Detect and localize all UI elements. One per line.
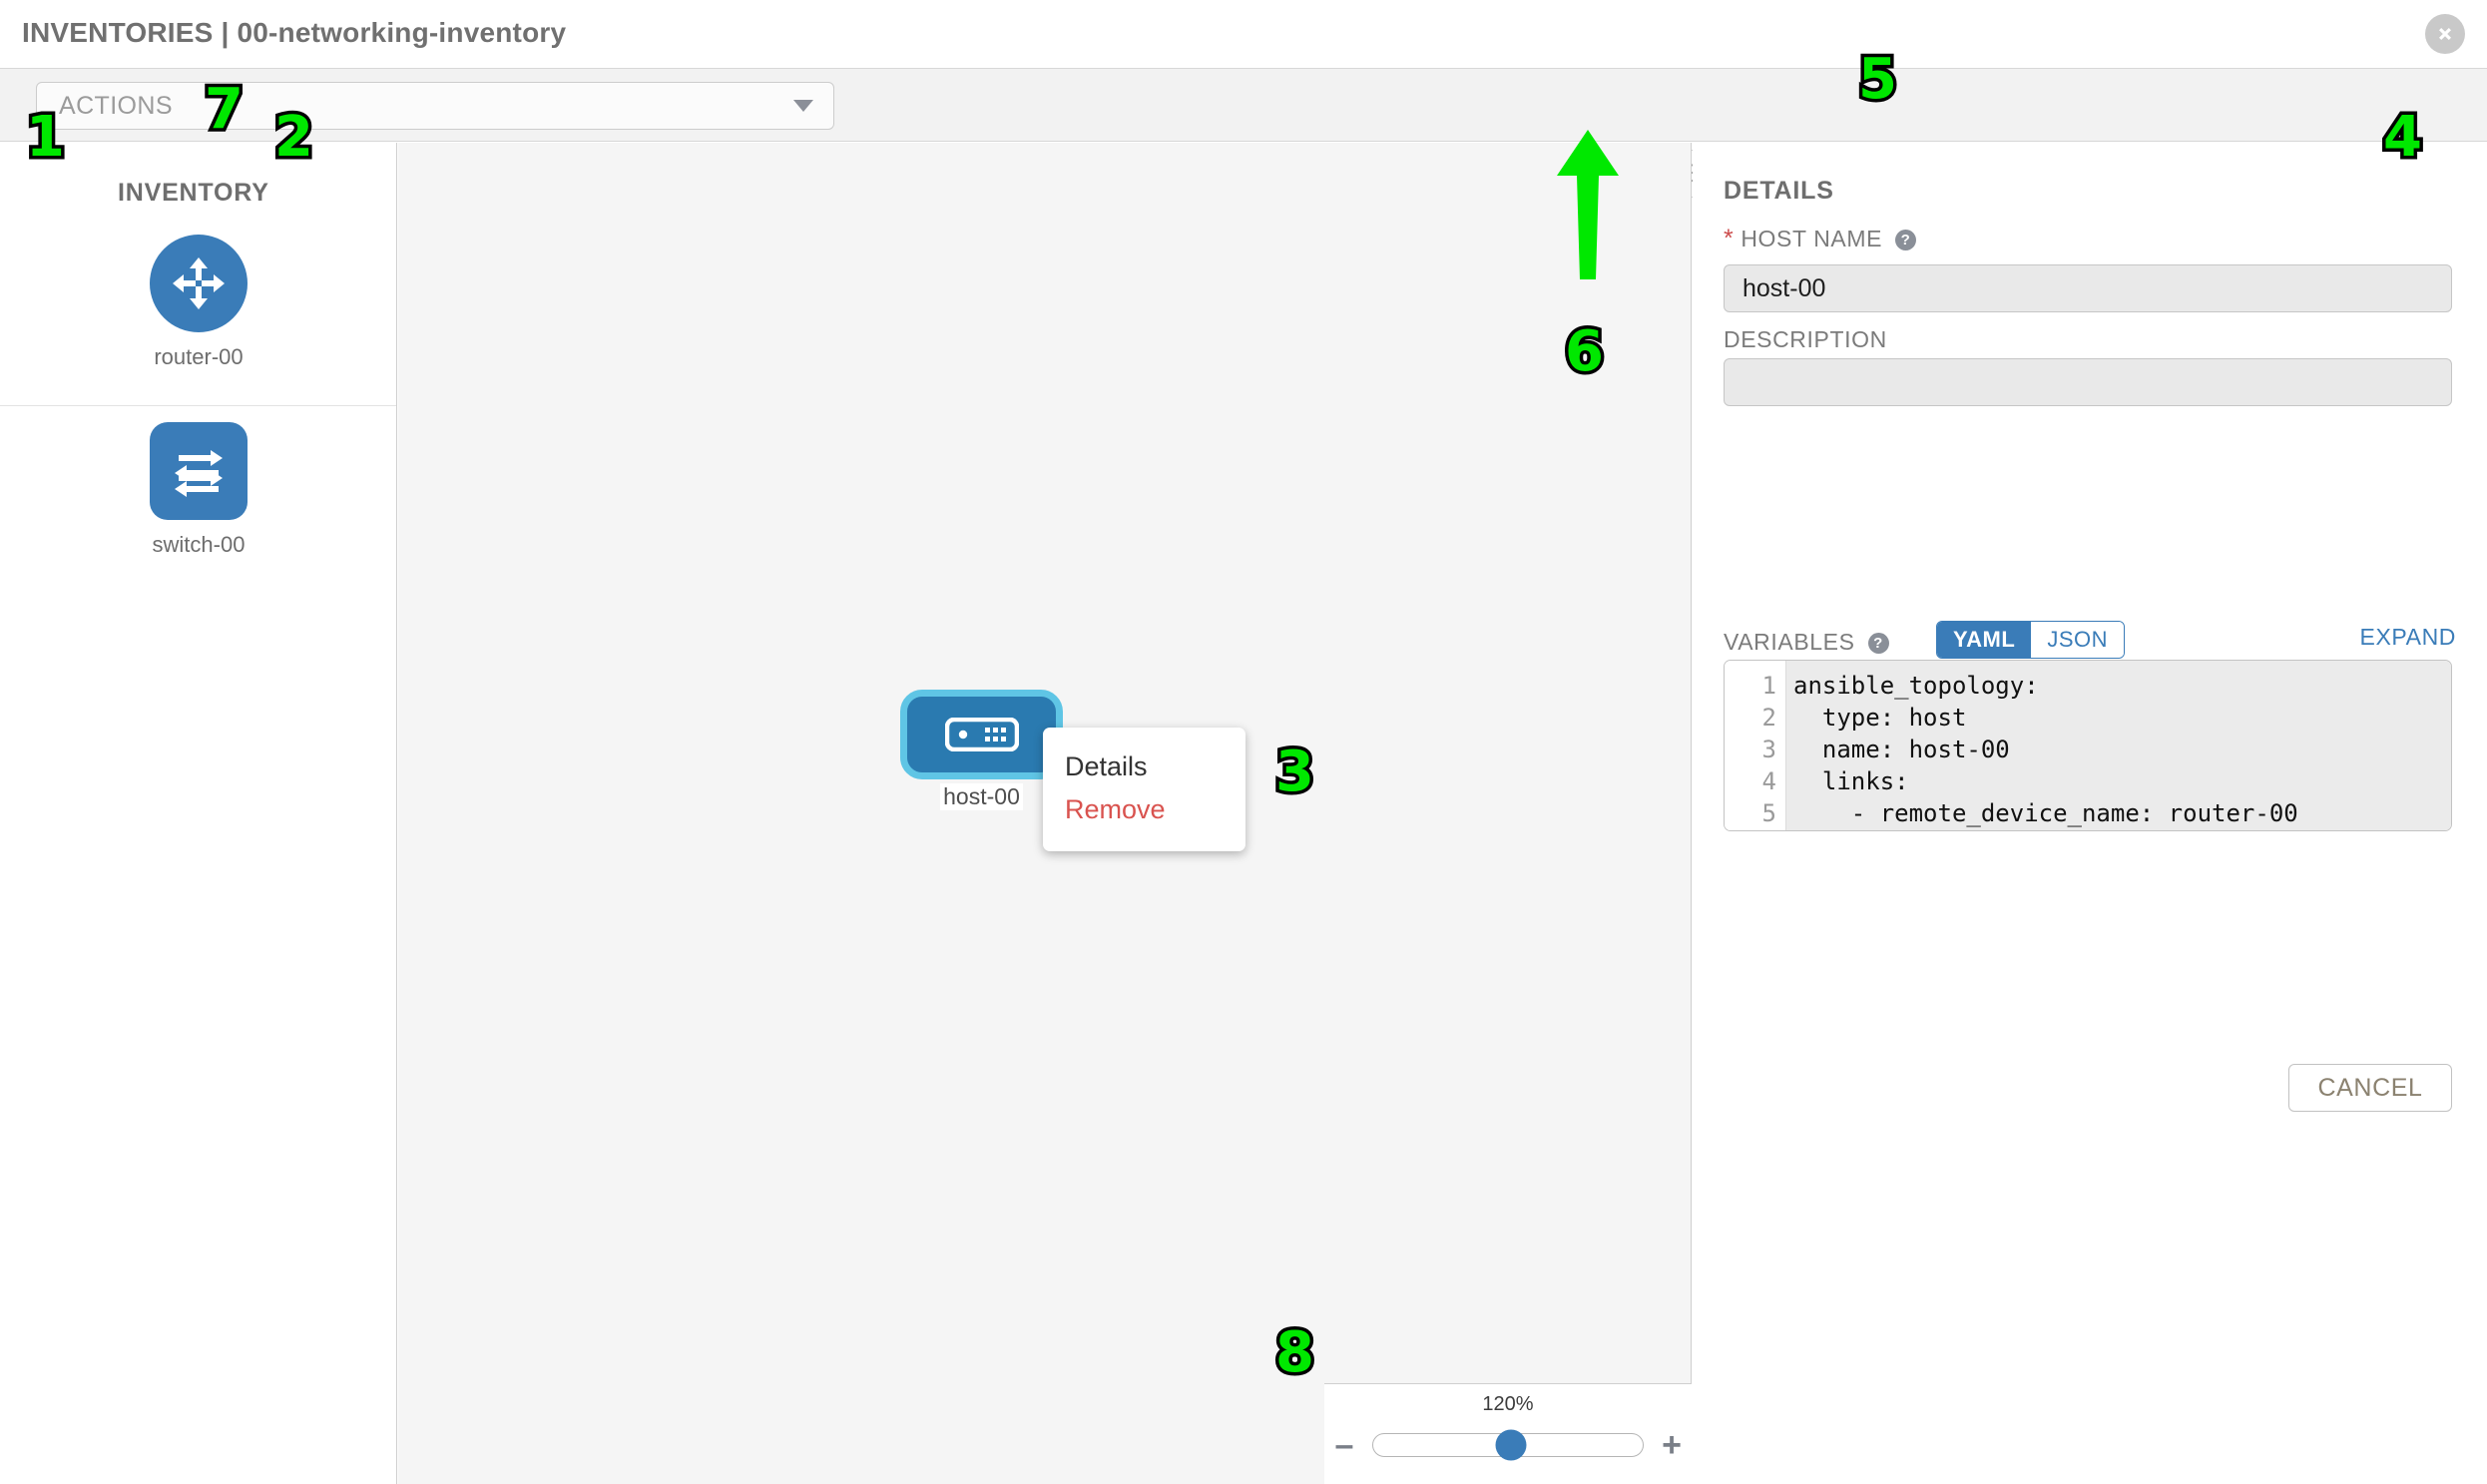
host-name-label-text: HOST NAME bbox=[1741, 226, 1883, 251]
server-glyph bbox=[944, 718, 1019, 751]
window-titlebar: INVENTORIES | 00-networking-inventory bbox=[0, 0, 2487, 68]
sidebar-item-switch-00[interactable]: switch-00 bbox=[0, 422, 397, 558]
cancel-button[interactable]: CANCEL bbox=[2288, 1064, 2452, 1112]
zoom-percent-label: 120% bbox=[1482, 1393, 1534, 1415]
zoom-out-button[interactable]: – bbox=[1334, 1426, 1354, 1464]
topology-node-host-00[interactable]: host-00 bbox=[900, 690, 1063, 810]
line-number: 5 bbox=[1761, 799, 1776, 827]
host-name-label: * HOST NAME ? bbox=[1724, 225, 1917, 253]
description-field[interactable] bbox=[1724, 358, 2452, 406]
code-line: type: host bbox=[1793, 704, 1967, 732]
zoom-in-button[interactable]: + bbox=[1662, 1426, 1682, 1464]
toolbar: ACTIONS SEARCH bbox=[0, 68, 2487, 198]
code-line: - remote_device_name: router-00 bbox=[1793, 799, 2298, 827]
zoom-slider-thumb[interactable] bbox=[1495, 1429, 1527, 1461]
topology-canvas[interactable]: host-00 Details Remove bbox=[398, 143, 1692, 1484]
sidebar-divider bbox=[0, 405, 396, 406]
close-glyph bbox=[2439, 28, 2451, 40]
help-circle-icon[interactable]: ? bbox=[1867, 633, 1889, 654]
variables-editor[interactable]: 1 2 3 4 5 6 7 ansible_topology: type: ho… bbox=[1724, 660, 2452, 831]
switch-icon bbox=[150, 422, 248, 520]
actions-dropdown[interactable]: ACTIONS bbox=[36, 82, 834, 130]
router-icon bbox=[150, 235, 248, 332]
topology-node-label: host-00 bbox=[940, 783, 1023, 810]
zoom-slider-row: – + bbox=[1324, 1428, 1692, 1462]
variables-label: VARIABLES ? bbox=[1724, 629, 1889, 656]
format-json-button[interactable]: JSON bbox=[2031, 622, 2124, 658]
inventory-sidebar: INVENTORY router-00 bbox=[0, 143, 397, 1484]
sidebar-heading: INVENTORY bbox=[118, 179, 269, 207]
sidebar-item-label: router-00 bbox=[154, 344, 244, 369]
editor-line-numbers: 1 2 3 4 5 6 7 bbox=[1725, 661, 1786, 830]
line-number: 6 bbox=[1725, 829, 1785, 830]
node-context-menu: Details Remove bbox=[1043, 728, 1245, 851]
code-line: ansible_topology: bbox=[1793, 672, 2039, 700]
context-menu-item-remove[interactable]: Remove bbox=[1065, 794, 1166, 824]
description-label: DESCRIPTION bbox=[1724, 326, 1887, 352]
sidebar-item-label: switch-00 bbox=[152, 532, 246, 557]
host-name-field[interactable] bbox=[1724, 264, 2452, 312]
page-title: INVENTORIES | 00-networking-inventory bbox=[22, 17, 567, 48]
sidebar-item-router-00[interactable]: router-00 bbox=[0, 235, 397, 370]
code-line: name: eth0 bbox=[1793, 829, 2451, 830]
expand-link[interactable]: EXPAND bbox=[2359, 624, 2456, 650]
line-number: 1 bbox=[1761, 672, 1776, 700]
chevron-down-icon bbox=[793, 100, 813, 112]
details-heading: DETAILS bbox=[1724, 177, 1834, 205]
server-icon[interactable] bbox=[900, 690, 1063, 779]
switch-glyph bbox=[175, 450, 223, 497]
variables-format-toggle: YAML JSON bbox=[1936, 621, 2125, 659]
details-panel: DETAILS * HOST NAME ? DESCRIPTION VARIAB… bbox=[1693, 143, 2487, 1484]
editor-content[interactable]: ansible_topology: type: host name: host-… bbox=[1786, 661, 2451, 830]
code-line: name: host-00 bbox=[1793, 736, 2010, 763]
line-number: 3 bbox=[1761, 736, 1776, 763]
variables-label-text: VARIABLES bbox=[1724, 629, 1855, 655]
line-number: 4 bbox=[1761, 767, 1776, 795]
actions-dropdown-label: ACTIONS bbox=[59, 91, 173, 120]
zoom-control: 120% – + bbox=[1324, 1383, 1692, 1484]
code-line: links: bbox=[1793, 767, 1909, 795]
help-circle-icon[interactable]: ? bbox=[1895, 230, 1917, 250]
required-marker: * bbox=[1724, 225, 1735, 252]
zoom-slider[interactable] bbox=[1372, 1429, 1644, 1461]
router-glyph bbox=[173, 257, 225, 309]
format-yaml-button[interactable]: YAML bbox=[1937, 622, 2032, 658]
zoom-control-panel: 120% – + bbox=[1324, 1383, 2487, 1484]
line-number: 2 bbox=[1761, 704, 1776, 732]
context-menu-item-details[interactable]: Details bbox=[1065, 751, 1148, 781]
close-icon[interactable] bbox=[2425, 14, 2465, 54]
